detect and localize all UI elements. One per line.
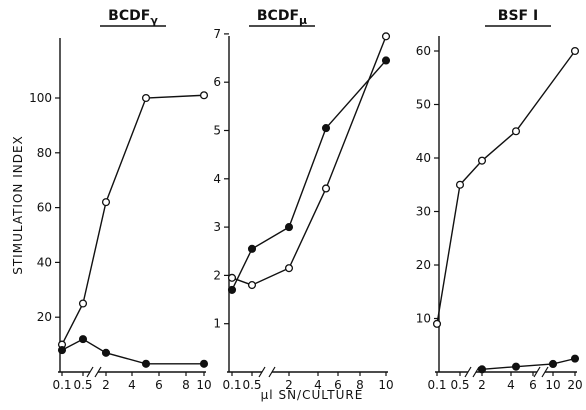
data-point — [227, 273, 237, 282]
x-tick-label: 6 — [334, 378, 342, 392]
x-tick-label: 20 — [567, 378, 582, 392]
data-point — [141, 93, 151, 103]
x-tick-label: 4 — [507, 378, 515, 392]
axis-break — [86, 366, 94, 378]
data-point — [284, 264, 294, 273]
data-point — [477, 365, 487, 374]
data-point — [321, 184, 331, 193]
data-point — [570, 354, 580, 363]
y-tick-label: 10 — [416, 312, 431, 326]
x-tick-label: 0.1 — [222, 378, 241, 392]
axis-break — [541, 366, 549, 378]
y-tick-label: 1 — [213, 317, 221, 331]
data-point — [570, 46, 580, 56]
y-tick-label: 60 — [416, 44, 431, 58]
y-tick-label: 2 — [213, 268, 221, 282]
axis-break — [258, 366, 266, 378]
y-tick-label: 7 — [213, 27, 221, 41]
y-tick-label: 80 — [37, 146, 52, 160]
chart-title: BCDFμ — [257, 8, 307, 27]
axis-break — [472, 366, 480, 378]
axis-break — [94, 366, 102, 378]
data-point — [101, 198, 111, 207]
y-tick-label: 5 — [213, 124, 221, 138]
data-point — [78, 335, 88, 344]
data-point — [247, 281, 257, 290]
data-point — [141, 359, 151, 368]
x-tick-label: 0.1 — [427, 378, 446, 392]
chart-title-subscript: γ — [150, 14, 158, 27]
x-tick-label: 0.5 — [73, 378, 92, 392]
x-tick-label: 0.5 — [242, 378, 261, 392]
data-point — [321, 124, 331, 133]
data-point — [227, 285, 237, 294]
x-tick-label: 0.1 — [52, 378, 71, 392]
y-tick-label: 6 — [213, 75, 221, 89]
axis-break — [464, 366, 472, 378]
data-point — [247, 244, 257, 253]
y-tick-label: 50 — [416, 98, 431, 112]
axis-break — [268, 366, 276, 378]
data-point — [432, 319, 442, 328]
x-tick-label: 6 — [529, 378, 537, 392]
chart-title-subscript: μ — [299, 14, 307, 27]
chart-panel-3: BSF I 10 20 30 40 50 60 0.1 0.5 2 4 6 10 20 — [416, 8, 583, 392]
y-tick-label: 4 — [213, 172, 221, 186]
chart-title: BSF I — [498, 8, 538, 24]
data-point — [477, 156, 487, 165]
x-tick-label: 4 — [128, 378, 136, 392]
chart-title: BCDFγ — [108, 8, 158, 27]
data-point — [101, 348, 111, 357]
y-tick-label: 40 — [37, 255, 52, 269]
x-tick-label: 10 — [378, 378, 393, 392]
x-tick-label: 8 — [356, 378, 364, 392]
data-point — [199, 359, 209, 368]
data-point — [455, 180, 465, 189]
chart-panel-1: BCDFγ 20 40 60 80 100 0.1 0.5 2 4 6 8 10 STIMULATION … — [11, 8, 212, 392]
x-tick-label: 2 — [285, 378, 293, 392]
y-tick-label: 100 — [29, 91, 52, 105]
x-tick-label: 10 — [545, 378, 560, 392]
x-tick-label: 0.5 — [450, 378, 469, 392]
data-point — [511, 362, 521, 371]
data-point — [381, 32, 391, 41]
y-tick-label: 30 — [416, 205, 431, 219]
x-tick-label: 6 — [155, 378, 163, 392]
data-point — [199, 91, 209, 100]
y-tick-label: 20 — [416, 258, 431, 272]
data-point — [57, 346, 67, 355]
y-tick-label: 40 — [416, 151, 431, 165]
x-axis-label: μl SN/CULTURE — [261, 388, 364, 402]
x-tick-label: 8 — [182, 378, 190, 392]
axis-break — [533, 366, 541, 378]
x-tick-label: 4 — [314, 378, 322, 392]
data-point — [548, 359, 558, 369]
x-tick-label: 2 — [102, 378, 110, 392]
y-axis-label: STIMULATION INDEX — [11, 135, 25, 275]
data-point — [381, 56, 391, 65]
y-tick-label: 3 — [213, 220, 221, 234]
x-tick-label: 10 — [196, 378, 211, 392]
data-point — [511, 127, 521, 136]
x-tick-label: 2 — [478, 378, 486, 392]
data-point — [78, 299, 88, 308]
data-point — [284, 223, 294, 232]
series-line-2 — [481, 357, 576, 371]
y-tick-label: 20 — [37, 310, 52, 324]
y-tick-label: 60 — [37, 201, 52, 215]
